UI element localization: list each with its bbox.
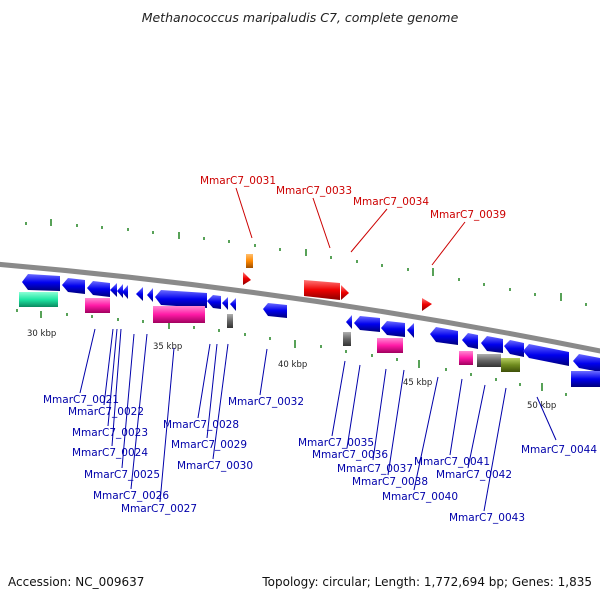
genome-stats-label: Topology: circular; Length: 1,772,694 bp… [262, 575, 592, 589]
reverse-strand-features [19, 274, 600, 387]
gene-MmarC7_0027b[interactable] [147, 288, 153, 302]
label-MmarC7_0036[interactable]: MmarC7_0036 [312, 449, 388, 461]
scale-label-45kbp: 45 kbp [403, 378, 432, 388]
label-MmarC7_0028[interactable]: MmarC7_0028 [163, 419, 239, 431]
gene-MmarC7_0042[interactable] [481, 336, 503, 353]
gene-arrow-0031[interactable] [243, 272, 251, 285]
gene-MmarC7_0032[interactable] [263, 303, 287, 318]
top-leader-lines [235, 187, 466, 266]
label-MmarC7_0029[interactable]: MmarC7_0029 [171, 439, 247, 451]
label-MmarC7_0025[interactable]: MmarC7_0025 [84, 469, 160, 481]
gene-MmarC7_0025-rna[interactable] [85, 298, 110, 313]
label-MmarC7_0041[interactable]: MmarC7_0041 [414, 456, 490, 468]
gene-MmarC7_0044b[interactable] [571, 371, 600, 387]
scale-label-40kbp: 40 kbp [278, 360, 307, 370]
gene-MmarC7_0028-rna[interactable] [153, 306, 205, 323]
label-MmarC7_0024[interactable]: MmarC7_0024 [72, 447, 148, 459]
label-MmarC7_0033[interactable]: MmarC7_0033 [276, 185, 352, 197]
gene-MmarC7_0029[interactable] [207, 295, 221, 309]
label-MmarC7_0034[interactable]: MmarC7_0034 [353, 196, 429, 208]
gene-MmarC7_0044[interactable] [573, 354, 600, 373]
gene-MmarC7_0022-rna[interactable] [19, 292, 58, 307]
gene-MmarC7_0042-gray[interactable] [477, 354, 501, 367]
label-MmarC7_0027[interactable]: MmarC7_0027 [121, 503, 197, 515]
label-MmarC7_0043[interactable]: MmarC7_0043 [449, 512, 525, 524]
label-MmarC7_0026[interactable]: MmarC7_0026 [93, 490, 169, 502]
gene-MmarC7_0043-olive[interactable] [501, 358, 520, 372]
label-MmarC7_0030[interactable]: MmarC7_0030 [177, 460, 253, 472]
label-MmarC7_0023[interactable]: MmarC7_0023 [72, 427, 148, 439]
label-MmarC7_0042[interactable]: MmarC7_0042 [436, 469, 512, 481]
gene-MmarC7_0026b[interactable] [117, 284, 123, 298]
gene-MmarC7_0043b[interactable] [523, 344, 569, 366]
genome-backbone [0, 261, 600, 354]
gene-MmarC7_0026[interactable] [110, 283, 117, 297]
gene-MmarC7_0040[interactable] [430, 327, 458, 345]
scale-label-50kbp: 50 kbp [527, 401, 556, 411]
gene-MmarC7_0021[interactable] [22, 274, 60, 291]
gene-MmarC7_0023[interactable] [62, 278, 85, 294]
label-MmarC7_0039[interactable]: MmarC7_0039 [430, 209, 506, 221]
scale-label-30kbp: 30 kbp [27, 329, 56, 339]
label-MmarC7_0035[interactable]: MmarC7_0035 [298, 437, 374, 449]
bottom-leader-lines [79, 328, 557, 512]
outer-tick-row [25, 219, 587, 306]
forward-strand-features [243, 254, 432, 311]
gene-MmarC7_0034[interactable] [341, 285, 349, 300]
scale-label-35kbp: 35 kbp [153, 342, 182, 352]
gene-MmarC7_0043[interactable] [504, 340, 524, 357]
gene-MmarC7_0038[interactable] [407, 323, 414, 338]
gene-MmarC7_0026c[interactable] [122, 285, 128, 299]
gene-MmarC7_0030b[interactable] [230, 298, 236, 311]
gene-MmarC7_0033[interactable] [304, 280, 340, 300]
gene-MmarC7_0037-rna[interactable] [377, 338, 403, 353]
label-MmarC7_0021[interactable]: MmarC7_0021 [43, 394, 119, 406]
label-MmarC7_0038[interactable]: MmarC7_0038 [352, 476, 428, 488]
accession-label: Accession: NC_009637 [8, 575, 145, 589]
gene-MmarC7_0036[interactable] [354, 316, 380, 332]
gene-MmarC7_0039[interactable] [422, 298, 432, 311]
label-MmarC7_0031[interactable]: MmarC7_0031 [200, 175, 276, 187]
label-MmarC7_0037[interactable]: MmarC7_0037 [337, 463, 413, 475]
gene-MmarC7_0037[interactable] [381, 321, 405, 337]
map-title: Methanococcus maripaludis C7, complete g… [141, 10, 459, 25]
gene-MmarC7_0035[interactable] [346, 315, 352, 329]
gene-MmarC7_0024[interactable] [87, 281, 110, 297]
gene-MmarC7_0030[interactable] [222, 297, 228, 310]
label-MmarC7_0044[interactable]: MmarC7_0044 [521, 444, 597, 456]
label-MmarC7_0022[interactable]: MmarC7_0022 [68, 406, 144, 418]
gene-MmarC7_0035-gray[interactable] [343, 332, 351, 346]
inner-tick-row [16, 309, 567, 396]
gene-MmarC7_0028[interactable] [155, 290, 207, 308]
gene-MmarC7_0031[interactable] [246, 254, 253, 268]
gene-MmarC7_0027[interactable] [136, 287, 143, 301]
gene-MmarC7_0030-gray[interactable] [227, 314, 233, 328]
gene-MmarC7_0041[interactable] [462, 333, 478, 349]
label-MmarC7_0040[interactable]: MmarC7_0040 [382, 491, 458, 503]
gene-MmarC7_0041-rna[interactable] [459, 351, 473, 365]
label-MmarC7_0032[interactable]: MmarC7_0032 [228, 396, 304, 408]
